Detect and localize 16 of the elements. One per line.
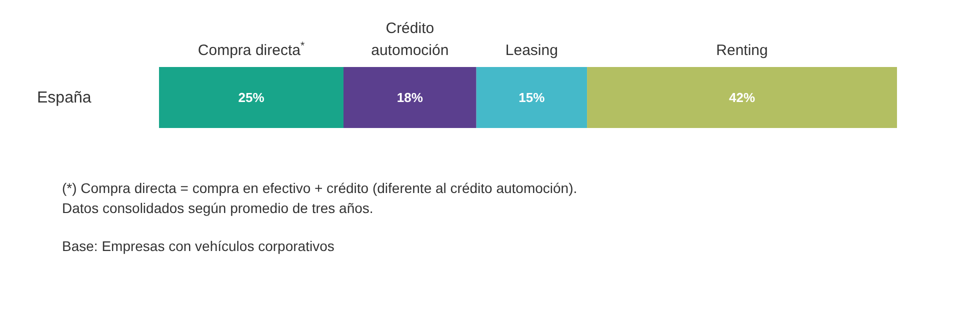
data-label: 25% [238,90,265,106]
data-label: 15% [518,90,546,106]
text: (*) Compra directa = compra en efectivo + crédito (diferente al crédito automoción). [62,179,578,198]
series-label: Crédito automoción [371,20,449,59]
series-label: Renting [716,42,768,59]
series-label: Compra directa$^{*}$ [198,40,305,59]
text: Datos consolidados según promedio de tres años. [62,199,374,218]
data-label: 42% [729,90,756,106]
series-label: Leasing [505,42,558,59]
bar [476,67,588,128]
data-label: 18% [396,90,424,106]
bar [344,67,476,128]
bar [587,67,897,128]
bar [159,67,344,128]
text: Base: Empresas con vehículos corporativos [62,237,336,256]
y-tick-label: España [37,90,92,106]
